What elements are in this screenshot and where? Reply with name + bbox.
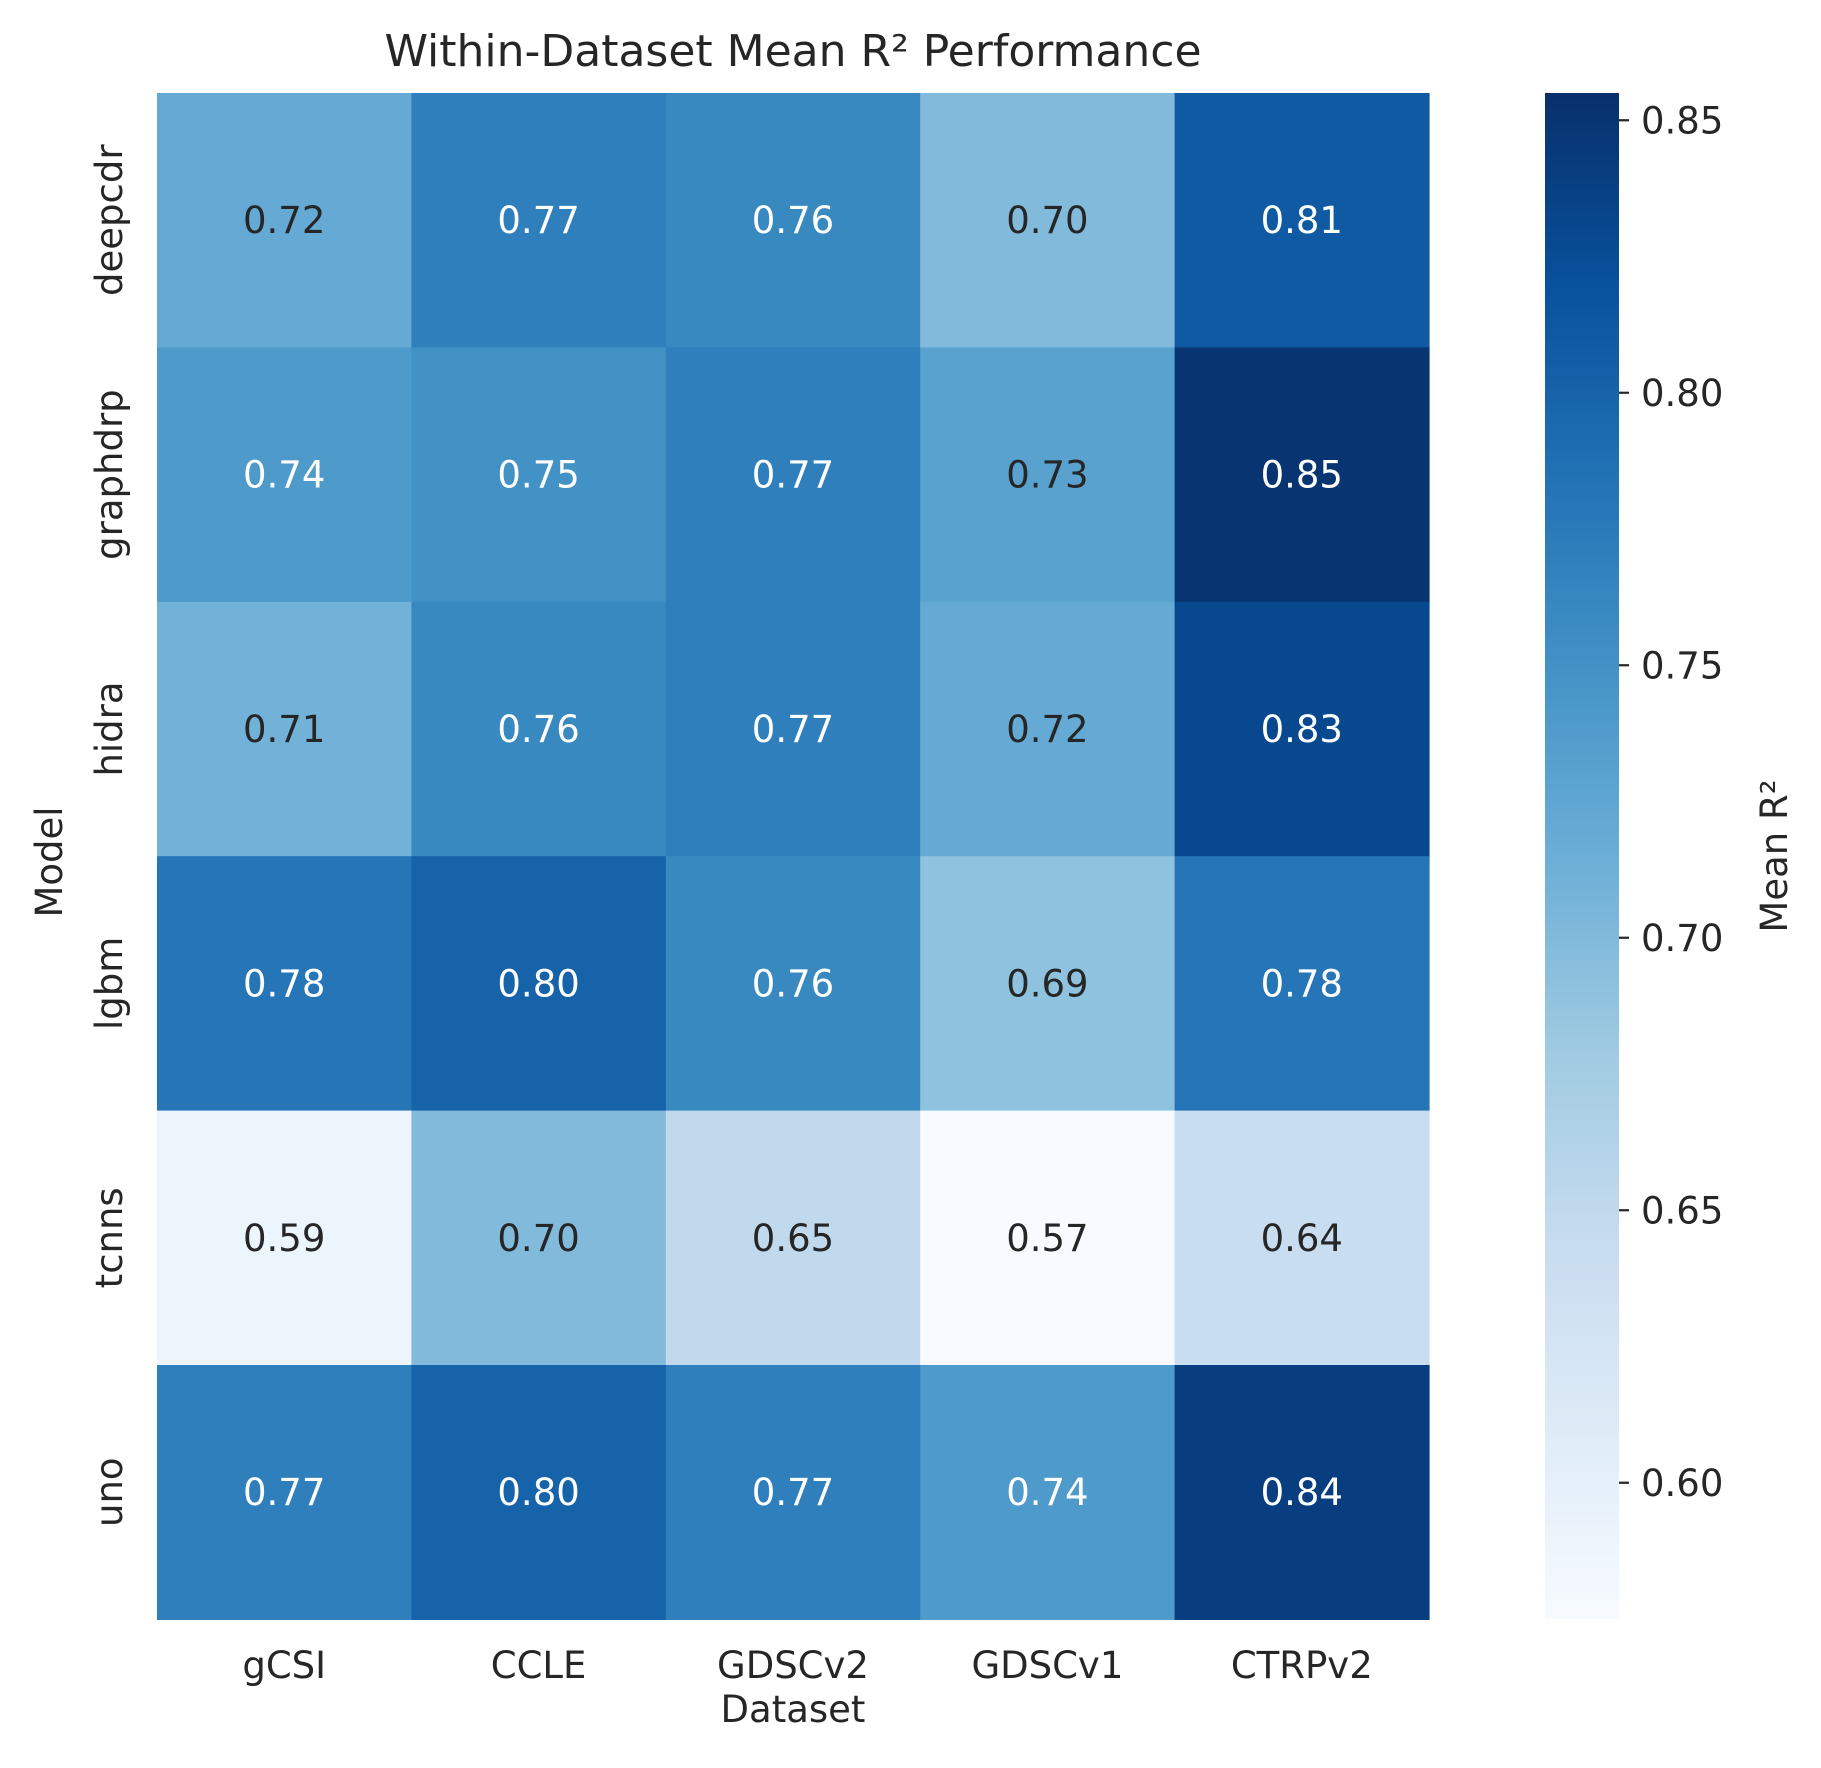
y-tick-label: uno (88, 1457, 131, 1527)
heatmap-cell-lgbm-CTRPv2 (1174, 856, 1430, 1112)
cell-value-label: 0.74 (1006, 1471, 1088, 1514)
heatmap-cell-uno-GDSCv2 (665, 1365, 921, 1620)
heatmap-cell-hidra-GDSCv1 (920, 601, 1176, 857)
heatmap-cell-tcnns-GDSCv2 (665, 1110, 921, 1366)
heatmap-cell-tcnns-CCLE (411, 1110, 667, 1366)
colorbar (1545, 93, 1619, 1619)
cell-value-label: 0.78 (243, 962, 325, 1005)
cell-value-label: 0.77 (243, 1471, 325, 1514)
heatmap-cell-hidra-GDSCv2 (665, 601, 921, 857)
heatmap-cell-uno-GDSCv1 (920, 1365, 1176, 1620)
y-tick-label: deepcdr (88, 144, 131, 296)
cell-value-label: 0.76 (752, 962, 834, 1005)
cell-value-label: 0.65 (752, 1217, 834, 1260)
cell-value-label: 0.59 (243, 1217, 325, 1260)
colorbar-ticks: 0.60 0.65 0.70 0.75 0.80 0.85 (1619, 99, 1723, 1505)
colorbar-label: Mean R² (1753, 779, 1796, 932)
x-tick-label: gCSI (242, 1644, 326, 1687)
heatmap-cell-tcnns-CTRPv2 (1174, 1110, 1430, 1366)
heatmap-cell-hidra-gCSI (157, 601, 412, 857)
cell-value-label: 0.78 (1261, 962, 1343, 1005)
x-tick-label: GDSCv2 (717, 1644, 869, 1687)
heatmap-cell-lgbm-gCSI (157, 856, 412, 1112)
colorbar-tick-label: 0.70 (1641, 917, 1723, 960)
cell-value-label: 0.85 (1261, 454, 1343, 497)
cell-value-label: 0.75 (497, 454, 579, 497)
cell-value-label: 0.77 (497, 199, 579, 242)
heatmap-cell-deepcdr-CCLE (411, 93, 667, 348)
cell-value-label: 0.80 (497, 1471, 579, 1514)
heatmap-cell-hidra-CCLE (411, 601, 667, 857)
x-tick-label: CTRPv2 (1231, 1644, 1373, 1687)
chart-title: Within-Dataset Mean R² Performance (384, 26, 1201, 77)
colorbar-tick-label: 0.60 (1641, 1462, 1723, 1505)
x-tick-label: GDSCv1 (971, 1644, 1123, 1687)
cell-value-label: 0.76 (752, 199, 834, 242)
heatmap-cell-uno-gCSI (157, 1365, 412, 1620)
cell-value-label: 0.84 (1261, 1471, 1343, 1514)
heatmap-cell-graphdrp-CTRPv2 (1174, 347, 1430, 603)
y-tick-label: tcnns (88, 1187, 131, 1288)
cell-value-label: 0.69 (1006, 962, 1088, 1005)
heatmap-cells (157, 93, 1430, 1620)
heatmap-cell-uno-CCLE (411, 1365, 667, 1620)
y-tick-labels: deepcdr graphdrp hidra lgbm tcnns uno (88, 144, 131, 1527)
heatmap-cell-uno-CTRPv2 (1174, 1365, 1430, 1620)
cell-value-label: 0.74 (243, 454, 325, 497)
y-axis-label: Model (28, 806, 71, 917)
colorbar-tick-label: 0.85 (1641, 99, 1723, 142)
colorbar-tick-label: 0.65 (1641, 1189, 1723, 1232)
heatmap-cell-hidra-CTRPv2 (1174, 601, 1430, 857)
cell-value-label: 0.76 (497, 708, 579, 751)
cell-value-label: 0.64 (1261, 1217, 1343, 1260)
colorbar-tick-label: 0.75 (1641, 644, 1723, 687)
x-axis-label: Dataset (721, 1688, 866, 1731)
cell-value-label: 0.57 (1006, 1217, 1088, 1260)
cell-value-label: 0.71 (243, 708, 325, 751)
heatmap-cell-graphdrp-GDSCv2 (665, 347, 921, 603)
heatmap-cell-tcnns-gCSI (157, 1110, 412, 1366)
cell-value-label: 0.81 (1261, 199, 1343, 242)
cell-value-label: 0.77 (752, 454, 834, 497)
y-tick-label: hidra (88, 681, 131, 776)
cell-value-label: 0.72 (243, 199, 325, 242)
colorbar-tick-label: 0.80 (1641, 372, 1723, 415)
cell-value-label: 0.80 (497, 962, 579, 1005)
y-tick-label: lgbm (88, 937, 131, 1030)
y-tick-label: graphdrp (88, 389, 131, 559)
cell-value-label: 0.77 (752, 1471, 834, 1514)
x-tick-labels: gCSI CCLE GDSCv2 GDSCv1 CTRPv2 (242, 1644, 1372, 1687)
heatmap-cell-tcnns-GDSCv1 (920, 1110, 1176, 1366)
heatmap-cell-deepcdr-CTRPv2 (1174, 93, 1430, 348)
heatmap-cell-graphdrp-GDSCv1 (920, 347, 1176, 603)
heatmap-cell-lgbm-CCLE (411, 856, 667, 1112)
heatmap-cell-deepcdr-gCSI (157, 93, 412, 348)
cell-value-label: 0.70 (497, 1217, 579, 1260)
cell-annotations: 0.72 0.77 0.76 0.70 0.81 0.74 0.75 0.77 0.73 0.85… (243, 199, 1343, 1514)
cell-value-label: 0.73 (1006, 454, 1088, 497)
heatmap-cell-lgbm-GDSCv1 (920, 856, 1176, 1112)
cell-value-label: 0.83 (1261, 708, 1343, 751)
heatmap-cell-graphdrp-CCLE (411, 347, 667, 603)
cell-value-label: 0.70 (1006, 199, 1088, 242)
heatmap-cell-deepcdr-GDSCv2 (665, 93, 921, 348)
x-tick-label: CCLE (491, 1644, 587, 1687)
heatmap-cell-lgbm-GDSCv2 (665, 856, 921, 1112)
cell-value-label: 0.72 (1006, 708, 1088, 751)
cell-value-label: 0.77 (752, 708, 834, 751)
heatmap-cell-deepcdr-GDSCv1 (920, 93, 1176, 348)
heatmap-cell-graphdrp-gCSI (157, 347, 412, 603)
